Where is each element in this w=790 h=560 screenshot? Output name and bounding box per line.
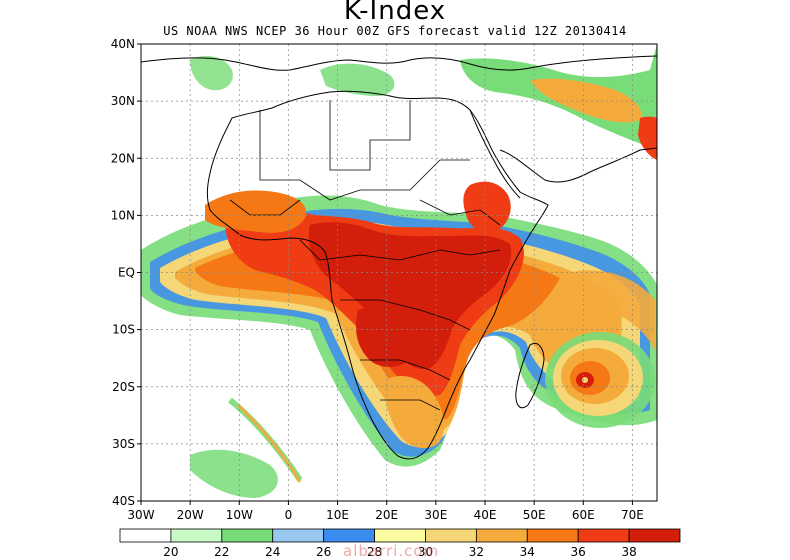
- axis-ticks: [137, 43, 633, 505]
- shading-sahel: [205, 190, 307, 233]
- legend-labels: 20 22 24 26 28 30 32 34 36 38: [163, 545, 636, 559]
- shading-southern-africa: [384, 376, 444, 449]
- border-6: [380, 399, 441, 411]
- border-8: [419, 199, 501, 226]
- border-5: [360, 359, 451, 381]
- lat-label: 20N: [111, 151, 135, 165]
- watermark: albarri.com: [343, 542, 440, 560]
- lat-label: 30S: [112, 437, 135, 451]
- legend-label: 22: [214, 545, 229, 559]
- shading-satl-streak-2: [236, 403, 302, 483]
- border-4: [340, 299, 471, 331]
- cyclone-spiral: [545, 270, 655, 428]
- shading-nw: [190, 55, 233, 91]
- k-index-shading: [141, 44, 657, 498]
- border-3: [299, 239, 501, 261]
- lat-label: 10S: [112, 323, 135, 337]
- legend-swatch: [475, 528, 528, 543]
- arabia-coastline: [499, 147, 657, 183]
- africa-coastline: [206, 90, 549, 460]
- legend-label: 30: [418, 545, 433, 559]
- lat-label: 20S: [112, 380, 135, 394]
- legend-label: 28: [367, 545, 382, 559]
- shading-arabia-red: [638, 116, 657, 160]
- lon-label: 60E: [572, 508, 595, 522]
- chart-subtitle: US NOAA NWS NCEP 36 Hour 00Z GFS forecas…: [163, 24, 627, 38]
- lat-label: 10N: [111, 208, 135, 222]
- lon-label: 40E: [474, 508, 497, 522]
- legend-swatch: [628, 528, 681, 543]
- shading-satl-lower: [190, 449, 278, 498]
- legend-swatch: [526, 528, 579, 543]
- lat-label: 40S: [112, 494, 135, 508]
- red-sea: [469, 109, 521, 199]
- shading-med: [320, 63, 395, 96]
- legend-label: 20: [163, 545, 178, 559]
- legend-label: 32: [469, 545, 484, 559]
- lon-label: 30E: [424, 508, 447, 522]
- longitude-labels: 30W 20W 10W 0 10E 20E 30E 40E 50E 60E 70E: [127, 508, 643, 522]
- shading-arabia-orange: [530, 78, 642, 123]
- europe-coastline: [141, 55, 657, 71]
- shading-dark-red: [308, 222, 512, 370]
- lon-label: 20E: [375, 508, 398, 522]
- border-1: [259, 110, 470, 201]
- latitude-labels: 40N 30N 20N 10N EQ 10S 20S 30S 40S: [111, 37, 135, 508]
- lon-label: 30W: [127, 508, 154, 522]
- border-7: [229, 199, 301, 216]
- legend-label: 24: [265, 545, 280, 559]
- lon-label: 70E: [621, 508, 644, 522]
- legend-swatch: [374, 528, 426, 543]
- coastlines: [141, 55, 657, 460]
- lat-label: 30N: [111, 94, 135, 108]
- legend-swatch: [272, 528, 325, 543]
- chart-title: K-Index: [343, 0, 447, 26]
- legend-boxes: [119, 528, 681, 543]
- madagascar-coastline: [515, 343, 545, 409]
- lat-label: EQ: [118, 266, 135, 280]
- shading-horn-red: [463, 181, 511, 234]
- border-2: [329, 100, 411, 171]
- shading-dark-red-south: [355, 307, 417, 367]
- lon-label: 50E: [523, 508, 546, 522]
- legend-label: 36: [571, 545, 586, 559]
- legend-swatch: [119, 528, 172, 543]
- legend-label: 38: [621, 545, 636, 559]
- lon-label: 10W: [226, 508, 253, 522]
- legend-label: 34: [520, 545, 535, 559]
- lon-label: 20W: [177, 508, 204, 522]
- lat-label: 40N: [111, 37, 135, 51]
- legend-swatch: [323, 528, 375, 543]
- legend-swatch: [425, 528, 477, 543]
- lon-label: 10E: [326, 508, 349, 522]
- gridlines: [141, 44, 657, 501]
- lon-label: 0: [285, 508, 293, 522]
- legend-swatch: [170, 528, 223, 543]
- legend-label: 26: [316, 545, 331, 559]
- legend-swatch: [577, 528, 630, 543]
- legend-swatch: [221, 528, 274, 543]
